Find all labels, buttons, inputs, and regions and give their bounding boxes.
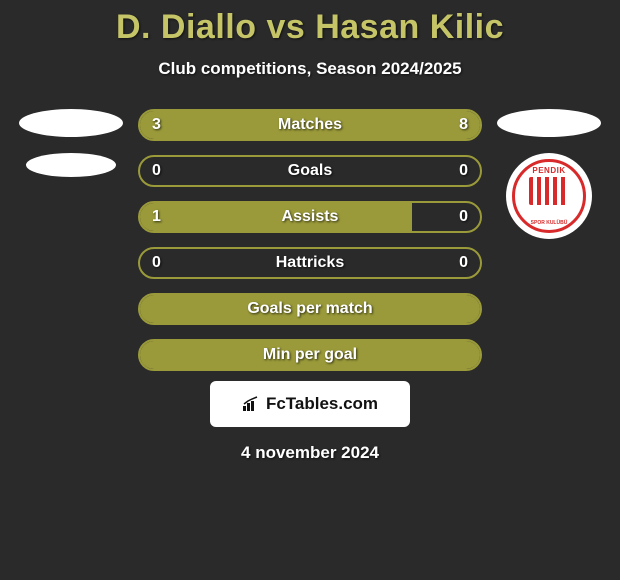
stat-row: 00Goals — [138, 155, 482, 187]
stat-row: Goals per match — [138, 293, 482, 325]
comparison-card: D. Diallo vs Hasan Kilic Club competitio… — [0, 0, 620, 463]
brand-text: FcTables.com — [266, 394, 378, 414]
club-right-stripes-icon — [529, 177, 569, 205]
stat-label: Goals per match — [140, 295, 480, 323]
player-left-col — [16, 109, 126, 177]
club-right-name: PENDIK — [532, 166, 565, 175]
stat-row: 00Hattricks — [138, 247, 482, 279]
club-right-subtitle: SPOR KULÜBÜ — [531, 220, 568, 226]
club-right-badge: PENDIK SPOR KULÜBÜ — [506, 153, 592, 239]
stat-row: 38Matches — [138, 109, 482, 141]
stats-column: 38Matches 00Goals 10Assists 00Hattricks Goal… — [138, 109, 482, 371]
stat-label: Goals — [140, 157, 480, 185]
stat-label: Assists — [140, 203, 480, 231]
player-right-avatar — [497, 109, 601, 137]
main-area: 38Matches 00Goals 10Assists 00Hattricks Goal… — [0, 109, 620, 371]
stat-row: 10Assists — [138, 201, 482, 233]
stat-label: Min per goal — [140, 341, 480, 369]
stat-label: Matches — [140, 111, 480, 139]
stat-row: Min per goal — [138, 339, 482, 371]
player-right-col: PENDIK SPOR KULÜBÜ — [494, 109, 604, 239]
club-left-badge — [26, 153, 116, 177]
brand-chart-icon — [242, 396, 262, 412]
page-subtitle: Club competitions, Season 2024/2025 — [0, 59, 620, 79]
club-right-badge-inner: PENDIK SPOR KULÜBÜ — [512, 159, 586, 233]
brand-badge[interactable]: FcTables.com — [210, 381, 410, 427]
page-title: D. Diallo vs Hasan Kilic — [0, 8, 620, 47]
date-label: 4 november 2024 — [0, 443, 620, 463]
player-left-avatar — [19, 109, 123, 137]
stat-label: Hattricks — [140, 249, 480, 277]
